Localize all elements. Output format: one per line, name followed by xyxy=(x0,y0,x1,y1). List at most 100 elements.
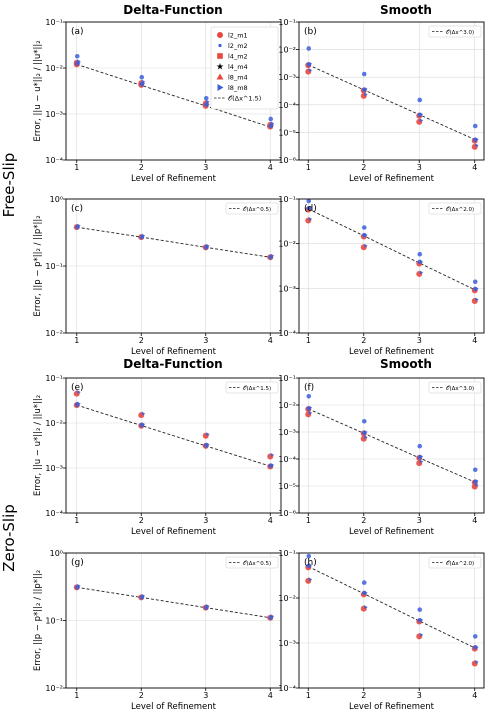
panel-label: (a) xyxy=(71,27,84,37)
marker-blue xyxy=(74,53,80,59)
y-tick-label: 10⁻¹ xyxy=(45,18,63,27)
marker-triangle-right xyxy=(364,435,368,440)
marker-triangle-right xyxy=(141,422,146,427)
marker-triangle-right xyxy=(206,432,210,437)
marker-blue xyxy=(361,71,367,77)
ref-legend-box xyxy=(225,381,279,394)
y-tick-label: 10⁻¹ xyxy=(278,18,296,27)
marker-triangle-right xyxy=(475,297,479,302)
panel-label: (h) xyxy=(304,558,317,568)
marker-triangle-right xyxy=(364,86,368,91)
x-axis-label: Level of Refinement xyxy=(131,702,217,712)
y-tick-label: 10⁻⁴ xyxy=(278,684,296,693)
panel-b: 10⁻⁶ 10⁻⁵ 10⁻⁴ 10⁻³ 10⁻² 10⁻¹ 1 2 3 4 (b) Level of … xyxy=(278,18,485,184)
x-tick-label: 2 xyxy=(139,336,144,345)
panel-a: 10⁻⁴ 10⁻³ 10⁻² 10⁻¹ 1 2 3 4 (a) Level of Refineme… xyxy=(33,18,282,184)
y-tick-label: 10⁻³ xyxy=(278,428,296,437)
col-title-right: Smooth xyxy=(380,3,432,17)
x-axis-label: Level of Refinement xyxy=(349,174,435,184)
x-tick-label: 4 xyxy=(472,336,477,345)
marker-triangle-right xyxy=(475,483,479,488)
x-tick-label: 4 xyxy=(268,163,273,172)
y-tick-label: 10⁻¹ xyxy=(45,617,63,626)
reference-line xyxy=(308,566,475,649)
x-tick-label: 1 xyxy=(74,691,79,700)
marker-triangle-right xyxy=(475,660,479,665)
x-tick-label: 1 xyxy=(306,163,311,172)
axes-frame xyxy=(65,377,282,514)
x-tick-label: 2 xyxy=(361,516,366,525)
marker-triangle-right xyxy=(270,614,275,619)
legend-box xyxy=(210,26,279,110)
marker-triangle-right xyxy=(270,123,275,128)
marker-triangle-right xyxy=(419,632,424,637)
panel-label: (f) xyxy=(304,383,314,393)
marker-triangle-right xyxy=(364,429,368,434)
marker-triangle-right xyxy=(206,604,210,609)
marker-triangle-right xyxy=(141,233,146,238)
y-tick-label: 10⁻¹ xyxy=(45,262,63,271)
x-tick-label: 3 xyxy=(203,163,208,172)
y-tick-label: 10⁻⁴ xyxy=(278,101,296,110)
x-tick-label: 4 xyxy=(268,336,273,345)
legend-label: l8_m8 xyxy=(228,84,248,92)
y-tick-label: 10⁻⁵ xyxy=(278,482,296,491)
y-tick-label: 10⁻³ xyxy=(45,464,63,473)
x-axis-label: Level of Refinement xyxy=(131,174,217,184)
marker-triangle-right xyxy=(206,99,210,104)
marker-blue xyxy=(268,116,274,122)
x-tick-label: 4 xyxy=(472,516,477,525)
marker-blue xyxy=(361,580,367,585)
legend-ref-label: 𝒪(Δx^1.5) xyxy=(228,95,261,103)
marker-triangle-right xyxy=(77,401,81,406)
marker-triangle-right xyxy=(206,442,210,447)
axes-frame xyxy=(65,198,282,334)
reference-line xyxy=(76,226,271,258)
y-tick-label: 10⁻² xyxy=(278,594,296,603)
x-tick-label: 2 xyxy=(361,163,366,172)
y-tick-label: 10⁻⁴ xyxy=(278,455,296,464)
ref-legend-label: 𝒪(Δx^0.5) xyxy=(243,561,271,567)
x-axis-label: Level of Refinement xyxy=(349,527,435,537)
x-tick-label: 1 xyxy=(74,516,79,525)
marker-triangle-right xyxy=(308,217,313,222)
marker-blue xyxy=(139,74,145,80)
panel-label: (d) xyxy=(304,204,317,214)
y-tick-label: 10⁻² xyxy=(45,684,63,693)
y-tick-label: 10⁻¹ xyxy=(278,549,296,558)
x-tick-label: 2 xyxy=(139,163,144,172)
x-tick-label: 3 xyxy=(203,336,208,345)
y-axis-label: Error, ||p − p*||₂ / ||p*||₂ xyxy=(33,215,43,316)
panel-f: 10⁻⁶ 10⁻⁵ 10⁻⁴ 10⁻³ 10⁻² 10⁻¹ 1 2 3 4 (f) Level of … xyxy=(278,374,485,537)
marker-triangle-right xyxy=(206,102,210,107)
col-title-left: Delta-Function xyxy=(123,3,222,17)
reference-line xyxy=(308,208,475,291)
col-title-right-lower: Smooth xyxy=(380,357,432,371)
panel-h: 10⁻⁴ 10⁻³ 10⁻² 10⁻¹ 1 2 3 4 (h) Level of Refineme… xyxy=(278,549,485,712)
ref-legend-box xyxy=(428,556,482,569)
reference-line xyxy=(76,586,271,619)
y-axis-label: Error, ||u − u*||₂ / ||u*||₂ xyxy=(33,395,43,496)
x-tick-label: 3 xyxy=(203,691,208,700)
y-tick-label: 10⁻¹ xyxy=(45,374,63,383)
legend-label: l8_m4 xyxy=(228,74,248,82)
y-tick-label: 10⁻³ xyxy=(278,73,296,82)
y-axis-label: Error, ||p − p*||₂ / ||p*||₂ xyxy=(33,570,43,671)
legend-marker-star: ★ xyxy=(216,63,224,73)
legend-marker-triangle-right xyxy=(217,84,224,91)
legend-marker-square xyxy=(217,53,223,59)
panels: 10⁻⁴ 10⁻³ 10⁻² 10⁻¹ 1 2 3 4 (a) Level of Refineme… xyxy=(33,18,485,712)
marker-blue xyxy=(472,634,478,639)
y-tick-label: 10⁻³ xyxy=(278,639,296,648)
panel-label: (e) xyxy=(71,383,84,393)
marker-triangle-right xyxy=(77,223,81,228)
x-axis-label: Level of Refinement xyxy=(131,527,217,537)
y-tick-label: 10⁻² xyxy=(45,419,63,428)
x-tick-label: 1 xyxy=(306,336,311,345)
panel-label: (g) xyxy=(71,558,84,568)
marker-triangle-right xyxy=(475,137,479,142)
marker-triangle-right xyxy=(364,243,368,248)
marker-triangle-right xyxy=(419,118,424,123)
reference-line xyxy=(308,64,475,140)
x-axis-label: Level of Refinement xyxy=(349,347,435,357)
